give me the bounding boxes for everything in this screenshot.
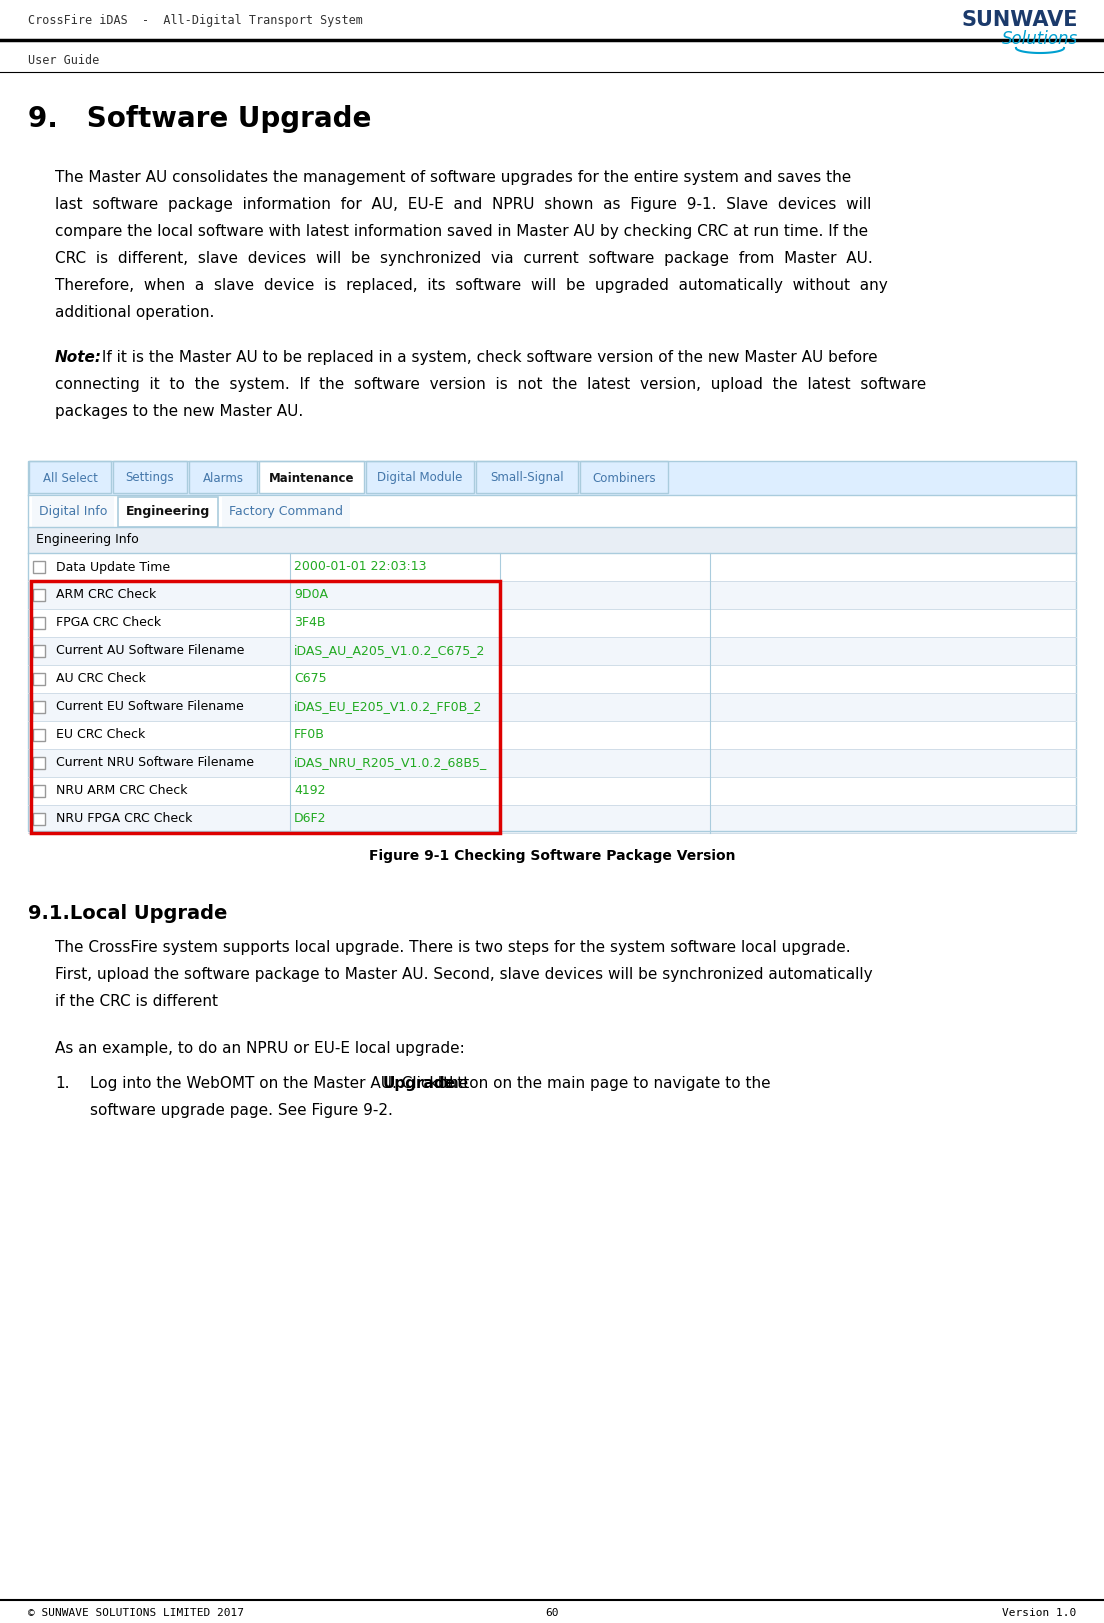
Bar xyxy=(33,729,45,742)
Text: All Select: All Select xyxy=(43,472,97,485)
Text: iDAS_EU_E205_V1.0.2_FF0B_2: iDAS_EU_E205_V1.0.2_FF0B_2 xyxy=(294,701,482,714)
Text: iDAS_AU_A205_V1.0.2_C675_2: iDAS_AU_A205_V1.0.2_C675_2 xyxy=(294,644,486,657)
Text: software upgrade page. See Figure 9-2.: software upgrade page. See Figure 9-2. xyxy=(91,1104,393,1118)
Text: if the CRC is different: if the CRC is different xyxy=(55,993,217,1010)
Bar xyxy=(33,786,45,797)
Text: Settings: Settings xyxy=(126,472,174,485)
Text: Therefore,  when  a  slave  device  is  replaced,  its  software  will  be  upgr: Therefore, when a slave device is replac… xyxy=(55,278,888,294)
Text: Figure 9-1 Checking Software Package Version: Figure 9-1 Checking Software Package Ver… xyxy=(369,849,735,863)
Text: Current EU Software Filename: Current EU Software Filename xyxy=(56,701,244,714)
Bar xyxy=(28,581,1076,609)
Text: CrossFire iDAS  -  All-Digital Transport System: CrossFire iDAS - All-Digital Transport S… xyxy=(28,15,363,28)
Text: AU CRC Check: AU CRC Check xyxy=(56,672,146,685)
Bar xyxy=(113,461,187,493)
Text: 9D0A: 9D0A xyxy=(294,589,328,602)
Text: NRU FPGA CRC Check: NRU FPGA CRC Check xyxy=(56,813,192,826)
Text: Current AU Software Filename: Current AU Software Filename xyxy=(56,644,244,657)
Bar xyxy=(28,609,1076,636)
Text: 9.1.Local Upgrade: 9.1.Local Upgrade xyxy=(28,904,227,923)
Bar xyxy=(33,701,45,712)
Text: 60: 60 xyxy=(545,1608,559,1618)
Text: compare the local software with latest information saved in Master AU by checkin: compare the local software with latest i… xyxy=(55,224,868,239)
Text: Log into the WebOMT on the Master AU. Click the: Log into the WebOMT on the Master AU. Cl… xyxy=(91,1076,474,1091)
Text: 1.: 1. xyxy=(55,1076,70,1091)
Bar xyxy=(222,497,350,527)
Text: Current NRU Software Filename: Current NRU Software Filename xyxy=(56,756,254,769)
Text: Note:: Note: xyxy=(55,351,102,365)
Text: Maintenance: Maintenance xyxy=(268,472,354,485)
Text: If it is the Master AU to be replaced in a system, check software version of the: If it is the Master AU to be replaced in… xyxy=(97,351,878,365)
Bar xyxy=(29,461,112,493)
Text: button on the main page to navigate to the: button on the main page to navigate to t… xyxy=(433,1076,771,1091)
Bar xyxy=(28,805,1076,833)
Bar xyxy=(28,665,1076,693)
Text: 3F4B: 3F4B xyxy=(294,617,326,630)
Text: Data Update Time: Data Update Time xyxy=(56,560,170,573)
Text: Small-Signal: Small-Signal xyxy=(490,472,564,485)
Bar xyxy=(476,461,578,493)
Text: The CrossFire system supports local upgrade. There is two steps for the system s: The CrossFire system supports local upgr… xyxy=(55,940,850,954)
Text: FF0B: FF0B xyxy=(294,729,325,742)
Bar xyxy=(28,721,1076,748)
Bar xyxy=(33,674,45,685)
Bar xyxy=(580,461,668,493)
Text: 9.   Software Upgrade: 9. Software Upgrade xyxy=(28,105,371,133)
Bar xyxy=(28,636,1076,665)
Text: connecting  it  to  the  system.  If  the  software  version  is  not  the  late: connecting it to the system. If the soft… xyxy=(55,377,926,393)
Text: SUNWAVE: SUNWAVE xyxy=(962,10,1078,29)
Bar xyxy=(31,581,500,833)
Bar xyxy=(33,756,45,769)
Text: Upgrade: Upgrade xyxy=(383,1076,456,1091)
Text: FPGA CRC Check: FPGA CRC Check xyxy=(56,617,161,630)
Text: additional operation.: additional operation. xyxy=(55,305,214,320)
Text: First, upload the software package to Master AU. Second, slave devices will be s: First, upload the software package to Ma… xyxy=(55,967,872,982)
Text: D6F2: D6F2 xyxy=(294,813,327,826)
Bar xyxy=(33,617,45,630)
Bar xyxy=(118,497,217,527)
Bar xyxy=(28,461,1076,831)
Text: NRU ARM CRC Check: NRU ARM CRC Check xyxy=(56,784,188,797)
Bar xyxy=(28,553,1076,581)
Text: Digital Module: Digital Module xyxy=(378,472,463,485)
Bar xyxy=(367,461,474,493)
Text: User Guide: User Guide xyxy=(28,54,99,67)
Bar xyxy=(28,495,1076,527)
Text: Engineering Info: Engineering Info xyxy=(36,534,139,547)
Text: As an example, to do an NPRU or EU-E local upgrade:: As an example, to do an NPRU or EU-E loc… xyxy=(55,1040,465,1057)
Text: Alarms: Alarms xyxy=(202,472,244,485)
Text: CRC  is  different,  slave  devices  will  be  synchronized  via  current  softw: CRC is different, slave devices will be … xyxy=(55,252,873,266)
Bar xyxy=(28,527,1076,553)
Text: Combiners: Combiners xyxy=(592,472,656,485)
Bar xyxy=(28,777,1076,805)
Text: iDAS_NRU_R205_V1.0.2_68B5_: iDAS_NRU_R205_V1.0.2_68B5_ xyxy=(294,756,487,769)
Text: last  software  package  information  for  AU,  EU-E  and  NPRU  shown  as  Figu: last software package information for AU… xyxy=(55,196,871,213)
Text: Solutions: Solutions xyxy=(1001,29,1078,49)
Text: Digital Info: Digital Info xyxy=(39,505,107,518)
Text: C675: C675 xyxy=(294,672,327,685)
Text: The Master AU consolidates the management of software upgrades for the entire sy: The Master AU consolidates the managemen… xyxy=(55,170,851,185)
Bar xyxy=(33,644,45,657)
Text: packages to the new Master AU.: packages to the new Master AU. xyxy=(55,404,304,419)
Bar xyxy=(259,461,364,493)
Bar xyxy=(28,693,1076,721)
Bar xyxy=(28,461,1076,495)
Text: 2000-01-01 22:03:13: 2000-01-01 22:03:13 xyxy=(294,560,426,573)
Text: Engineering: Engineering xyxy=(126,505,210,518)
Bar xyxy=(189,461,257,493)
Bar xyxy=(32,497,114,527)
Text: © SUNWAVE SOLUTIONS LIMITED 2017: © SUNWAVE SOLUTIONS LIMITED 2017 xyxy=(28,1608,244,1618)
Text: EU CRC Check: EU CRC Check xyxy=(56,729,146,742)
Bar xyxy=(33,813,45,824)
Bar xyxy=(28,748,1076,777)
Bar xyxy=(33,562,45,573)
Bar xyxy=(33,589,45,601)
Text: 4192: 4192 xyxy=(294,784,326,797)
Text: Version 1.0: Version 1.0 xyxy=(1001,1608,1076,1618)
Text: ARM CRC Check: ARM CRC Check xyxy=(56,589,157,602)
Text: Factory Command: Factory Command xyxy=(229,505,343,518)
